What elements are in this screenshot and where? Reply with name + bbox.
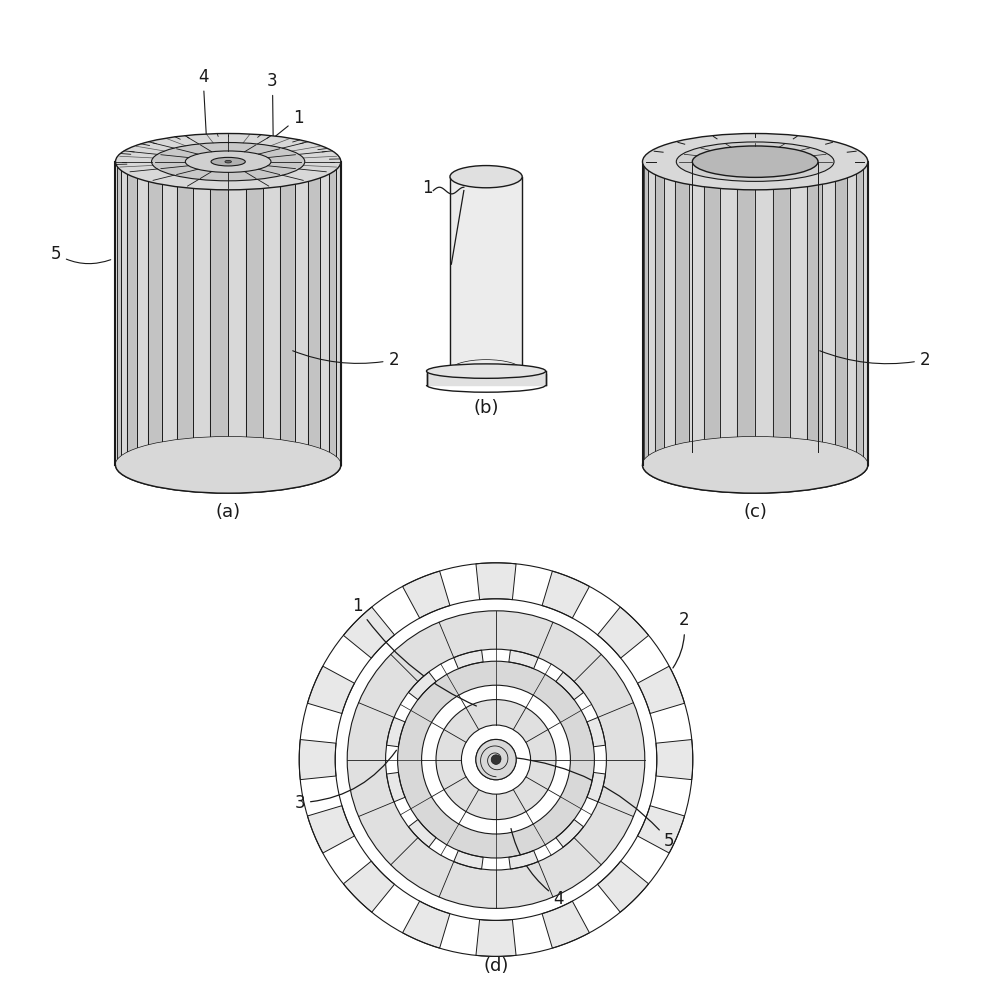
Polygon shape: [476, 563, 516, 600]
Circle shape: [491, 755, 501, 764]
Polygon shape: [587, 772, 605, 802]
Polygon shape: [542, 901, 589, 948]
Polygon shape: [403, 901, 450, 948]
Polygon shape: [347, 611, 645, 908]
Text: 3: 3: [267, 72, 278, 141]
Text: 4: 4: [511, 829, 564, 908]
Text: 2: 2: [819, 351, 930, 369]
Polygon shape: [556, 672, 583, 700]
Polygon shape: [409, 820, 436, 847]
Text: 5: 5: [513, 758, 675, 850]
Polygon shape: [300, 740, 336, 780]
Text: 2: 2: [673, 611, 689, 668]
Polygon shape: [308, 806, 354, 853]
Circle shape: [476, 739, 516, 780]
Polygon shape: [453, 851, 483, 869]
Text: 1: 1: [423, 179, 433, 197]
Polygon shape: [476, 920, 516, 956]
Text: 3: 3: [295, 750, 397, 812]
Polygon shape: [509, 851, 539, 869]
Polygon shape: [308, 666, 354, 714]
Polygon shape: [597, 607, 649, 658]
Polygon shape: [387, 772, 405, 802]
Polygon shape: [403, 571, 450, 618]
Ellipse shape: [115, 437, 341, 493]
Ellipse shape: [115, 437, 341, 493]
Ellipse shape: [450, 360, 522, 382]
Ellipse shape: [643, 437, 868, 493]
Ellipse shape: [677, 142, 834, 181]
Text: 2: 2: [293, 351, 399, 369]
Text: (b): (b): [473, 399, 499, 417]
Text: (c): (c): [743, 503, 767, 521]
Polygon shape: [343, 607, 395, 658]
Ellipse shape: [643, 437, 868, 493]
Polygon shape: [343, 861, 395, 912]
Ellipse shape: [450, 360, 522, 382]
Polygon shape: [453, 650, 483, 669]
Polygon shape: [542, 571, 589, 618]
Text: 4: 4: [197, 68, 208, 136]
Text: 1: 1: [243, 109, 304, 162]
Text: (a): (a): [215, 503, 241, 521]
Ellipse shape: [186, 151, 271, 172]
Ellipse shape: [115, 134, 341, 190]
Polygon shape: [387, 717, 405, 747]
Polygon shape: [398, 661, 594, 858]
Ellipse shape: [225, 160, 231, 163]
Polygon shape: [597, 861, 649, 912]
Polygon shape: [509, 650, 539, 669]
Ellipse shape: [152, 143, 305, 181]
Polygon shape: [587, 717, 605, 747]
Ellipse shape: [450, 166, 522, 188]
Ellipse shape: [692, 146, 818, 177]
Ellipse shape: [211, 157, 245, 166]
Polygon shape: [638, 806, 684, 853]
Polygon shape: [409, 672, 436, 700]
Ellipse shape: [427, 364, 546, 378]
Text: (d): (d): [483, 957, 509, 975]
Polygon shape: [436, 700, 556, 820]
Polygon shape: [656, 740, 692, 780]
Polygon shape: [556, 820, 583, 847]
Polygon shape: [638, 666, 684, 714]
Text: 1: 1: [352, 597, 476, 706]
Ellipse shape: [643, 134, 868, 190]
Text: 5: 5: [51, 245, 111, 264]
